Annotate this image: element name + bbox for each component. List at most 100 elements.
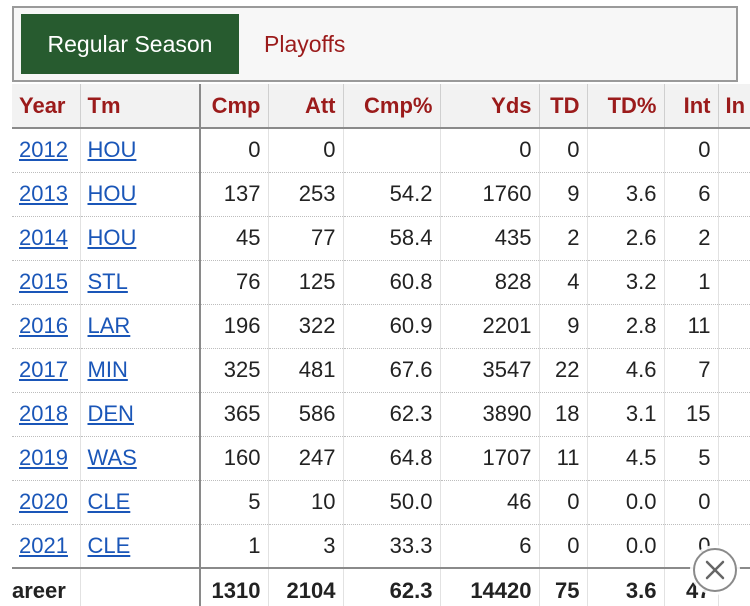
cell-cmp-pct: 50.0 (343, 480, 441, 525)
year-link[interactable]: 2013 (19, 181, 68, 206)
team-link[interactable]: WAS (87, 445, 137, 470)
team-link[interactable]: LAR (87, 313, 131, 338)
cell-team: HOU (80, 172, 201, 217)
cell-td: 0 (539, 524, 588, 569)
cell-extra (718, 260, 750, 305)
cell-year: 2015 (12, 260, 81, 305)
year-link[interactable]: 2015 (19, 269, 68, 294)
cell-year: 2020 (12, 480, 81, 525)
cell-td: 11 (539, 436, 588, 481)
cell-extra (718, 348, 750, 393)
tab-regular-season[interactable]: Regular Season (21, 14, 239, 74)
cell-cmp-pct: 60.9 (343, 304, 441, 349)
col-header-year[interactable]: Year (12, 84, 81, 129)
team-link[interactable]: HOU (87, 225, 137, 250)
tab-playoffs[interactable]: Playoffs (264, 31, 346, 57)
cell-cmp-pct: 62.3 (343, 392, 441, 437)
cell-team: STL (80, 260, 201, 305)
passing-stats-table-container[interactable]: Year Tm Cmp Att Cmp% Yds TD TD% Int In 2… (12, 84, 750, 606)
table-row: 2012 HOU 0 0 0 0 0 (12, 128, 750, 173)
table-row: 2015 STL 76 125 60.8 828 4 3.2 1 (12, 260, 750, 305)
team-link[interactable]: DEN (87, 401, 134, 426)
cell-cmp-pct: 60.8 (343, 260, 441, 305)
cell-td-pct: 0.0 (587, 480, 665, 525)
col-header-int[interactable]: Int (664, 84, 719, 129)
cell-int: 7 (664, 348, 719, 393)
cell-att: 10 (268, 480, 344, 525)
career-team (80, 567, 201, 606)
cell-team: WAS (80, 436, 201, 481)
cell-int: 0 (664, 128, 719, 173)
year-link[interactable]: 2014 (19, 225, 68, 250)
col-header-cmp-pct[interactable]: Cmp% (343, 84, 441, 129)
cell-td-pct: 4.6 (587, 348, 665, 393)
cell-year: 2021 (12, 524, 81, 569)
cell-year: 2017 (12, 348, 81, 393)
cell-yds: 828 (440, 260, 540, 305)
team-link[interactable]: CLE (87, 532, 131, 558)
col-header-int-pct[interactable]: In (718, 84, 750, 129)
career-cmp-pct: 62.3 (343, 567, 441, 606)
cell-yds: 46 (440, 480, 540, 525)
table-header-row: Year Tm Cmp Att Cmp% Yds TD TD% Int In (12, 84, 750, 129)
cell-yds: 2201 (440, 304, 540, 349)
col-header-yds[interactable]: Yds (440, 84, 540, 129)
team-link[interactable]: HOU (87, 137, 137, 163)
cell-int: 1 (664, 260, 719, 305)
year-link[interactable]: 2016 (19, 313, 68, 338)
cell-td-pct: 3.1 (587, 392, 665, 437)
cell-td: 9 (539, 304, 588, 349)
col-header-td[interactable]: TD (539, 84, 588, 129)
cell-year: 2013 (12, 172, 81, 217)
close-button[interactable] (693, 548, 737, 592)
cell-team: DEN (80, 392, 201, 437)
cell-extra (718, 480, 750, 525)
cell-int: 0 (664, 480, 719, 525)
team-link[interactable]: MIN (87, 357, 128, 382)
cell-att: 125 (268, 260, 344, 305)
year-link[interactable]: 2018 (19, 401, 68, 426)
cell-td: 4 (539, 260, 588, 305)
table-row: 2019 WAS 160 247 64.8 1707 11 4.5 5 (12, 436, 750, 481)
cell-td: 0 (539, 128, 588, 173)
cell-td: 22 (539, 348, 588, 393)
cell-td-pct (587, 128, 665, 173)
cell-int: 2 (664, 216, 719, 261)
cell-yds: 435 (440, 216, 540, 261)
team-link[interactable]: HOU (87, 181, 137, 206)
col-header-att[interactable]: Att (268, 84, 344, 129)
cell-team: CLE (80, 524, 201, 569)
cell-cmp-pct: 67.6 (343, 348, 441, 393)
table-row: 2020 CLE 5 10 50.0 46 0 0.0 0 (12, 480, 750, 525)
col-header-team[interactable]: Tm (80, 84, 201, 129)
cell-td: 9 (539, 172, 588, 217)
career-td-pct: 3.6 (587, 567, 665, 606)
team-link[interactable]: STL (87, 269, 128, 294)
year-link[interactable]: 2017 (19, 357, 68, 382)
cell-team: CLE (80, 480, 201, 525)
career-att: 2104 (268, 567, 344, 606)
cell-team: MIN (80, 348, 201, 393)
team-link[interactable]: CLE (87, 489, 131, 514)
table-row: 2021 CLE 1 3 33.3 6 0 0.0 0 (12, 524, 750, 569)
year-link[interactable]: 2019 (19, 445, 68, 470)
year-link[interactable]: 2020 (19, 489, 68, 514)
col-header-td-pct[interactable]: TD% (587, 84, 665, 129)
col-header-cmp[interactable]: Cmp (200, 84, 269, 129)
cell-int: 11 (664, 304, 719, 349)
cell-extra (718, 392, 750, 437)
cell-extra (718, 304, 750, 349)
cell-yds: 3547 (440, 348, 540, 393)
year-link[interactable]: 2012 (19, 137, 68, 163)
cell-cmp: 365 (200, 392, 269, 437)
cell-att: 247 (268, 436, 344, 481)
year-link[interactable]: 2021 (19, 532, 68, 558)
cell-cmp-pct: 58.4 (343, 216, 441, 261)
cell-att: 481 (268, 348, 344, 393)
table-row: 2016 LAR 196 322 60.9 2201 9 2.8 11 (12, 304, 750, 349)
cell-yds: 6 (440, 524, 540, 569)
cell-cmp-pct (343, 128, 441, 173)
cell-cmp: 160 (200, 436, 269, 481)
cell-cmp: 137 (200, 172, 269, 217)
cell-year: 2019 (12, 436, 81, 481)
